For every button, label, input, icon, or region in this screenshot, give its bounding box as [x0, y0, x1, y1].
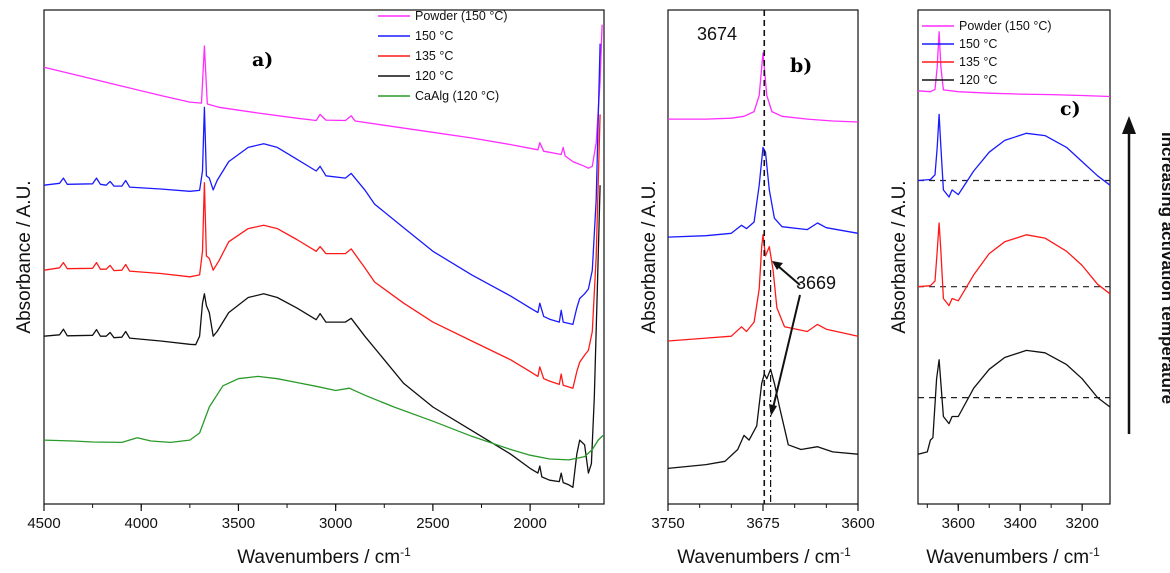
legend-label: CaAlg (120 °C): [415, 89, 499, 103]
legend-item-120-c: 120 °C: [378, 69, 453, 83]
panel-c-frame: [917, 9, 1111, 505]
legend-label: 150 °C: [415, 29, 453, 43]
panel-b-series: [667, 10, 859, 504]
legend-label: Powder (150 °C): [959, 19, 1052, 33]
x-tick-label: 3200: [1065, 515, 1098, 532]
legend-label: 120 °C: [415, 69, 453, 83]
panel-c-letter: c): [1060, 98, 1081, 120]
x-tick-label: 3750: [651, 515, 684, 532]
x-tick-label: 3600: [841, 515, 874, 532]
panel-c-ylabel: Absorbance / A.U.: [889, 180, 910, 333]
activation-arrow-head: [1122, 116, 1136, 134]
legend-label: 120 °C: [959, 73, 997, 87]
x-tick-label: 4500: [27, 515, 60, 532]
x-tick-label: 3500: [222, 515, 255, 532]
x-tick-label: 2500: [416, 515, 449, 532]
arrow-upper-line: [777, 265, 801, 286]
panel-b-ylabel: Absorbance / A.U.: [639, 180, 660, 333]
x-tick-label: 3675: [746, 515, 779, 532]
legend-item-150-c: 150 °C: [922, 37, 997, 51]
x-tick-label: 3400: [1004, 515, 1037, 532]
panel-c: 3600 3400 3200 c) Powder (150 °C) 150 °C 135…: [889, 9, 1170, 568]
legend-item-135-c: 135 °C: [922, 55, 997, 69]
annotation-3669-arrows: [769, 261, 801, 416]
series-powder-150-c-line: [917, 31, 1111, 98]
series-120-c-line: [43, 185, 601, 488]
legend-item-powder-150-c: Powder (150 °C): [378, 9, 508, 23]
legend-item-powder-150-c: Powder (150 °C): [922, 19, 1052, 33]
panel-c-baselines: [918, 179, 1110, 399]
series-powder-150-c-line: [43, 24, 603, 169]
annotation-3674: 3674: [697, 24, 737, 44]
activation-arrow: [1122, 116, 1136, 434]
panel-a-legend: Powder (150 °C) 150 °C 135 °C 120 °C CaAlg (…: [378, 9, 508, 103]
panel-b: 3750 3675 3600 b) 3674 3669 Wavenumbers / …: [639, 9, 875, 568]
annotation-3669: 3669: [796, 273, 836, 293]
series-120-c-line: [667, 368, 859, 470]
legend-label: 135 °C: [415, 49, 453, 63]
panel-b-frame: [667, 9, 859, 505]
panel-c-ticks: 3600 3400 3200: [926, 504, 1099, 532]
panel-a-series: [43, 24, 604, 488]
x-tick-label: 3000: [319, 515, 352, 532]
panel-c-legend: Powder (150 °C) 150 °C 135 °C 120 °C: [922, 19, 1052, 87]
panel-a-xlabel: Wavenumbers / cm-1: [237, 545, 411, 568]
x-tick-label: 3600: [942, 515, 975, 532]
legend-item-caalg-120-c: CaAlg (120 °C): [378, 89, 499, 103]
legend-item-150-c: 150 °C: [378, 29, 453, 43]
series-135-c-line: [917, 222, 1111, 307]
panel-a-letter: a): [252, 49, 273, 71]
legend-label: 135 °C: [959, 55, 997, 69]
panel-c-xlabel: Wavenumbers / cm-1: [926, 545, 1100, 568]
arrow-lower-line: [772, 294, 801, 409]
activation-temperature-label: Increasing activation temperature: [1158, 132, 1170, 404]
panel-b-letter: b): [790, 55, 812, 77]
legend-item-120-c: 120 °C: [922, 73, 997, 87]
x-tick-label: 2000: [513, 515, 546, 532]
panel-a-frame: [43, 9, 605, 505]
series-150-c-line: [667, 146, 859, 238]
panel-b-xlabel: Wavenumbers / cm-1: [677, 545, 851, 568]
legend-label: Powder (150 °C): [415, 9, 508, 23]
series-135-c-line: [43, 114, 601, 389]
series-120-c-line: [917, 349, 1111, 455]
panel-a-ylabel: Absorbance / A.U.: [14, 180, 35, 333]
panel-a: 4500 4000 3500 3000 2500 2000 a) Powder (150 …: [14, 9, 605, 568]
series-150-c-line: [917, 113, 1111, 198]
series-caalg-120-c-line: [43, 375, 604, 461]
arrow-upper-head: [772, 261, 783, 270]
series-150-c-line: [43, 43, 601, 326]
panel-a-ticks: 4500 4000 3500 3000 2500 2000: [27, 504, 580, 532]
panel-b-ticks: 3750 3675 3600: [651, 504, 875, 532]
legend-label: 150 °C: [959, 37, 997, 51]
panel-c-series: [917, 31, 1111, 455]
arrow-lower-head: [769, 404, 777, 416]
series-powder-150-c-line: [668, 52, 859, 123]
x-tick-label: 4000: [125, 515, 158, 532]
legend-item-135-c: 135 °C: [378, 49, 453, 63]
